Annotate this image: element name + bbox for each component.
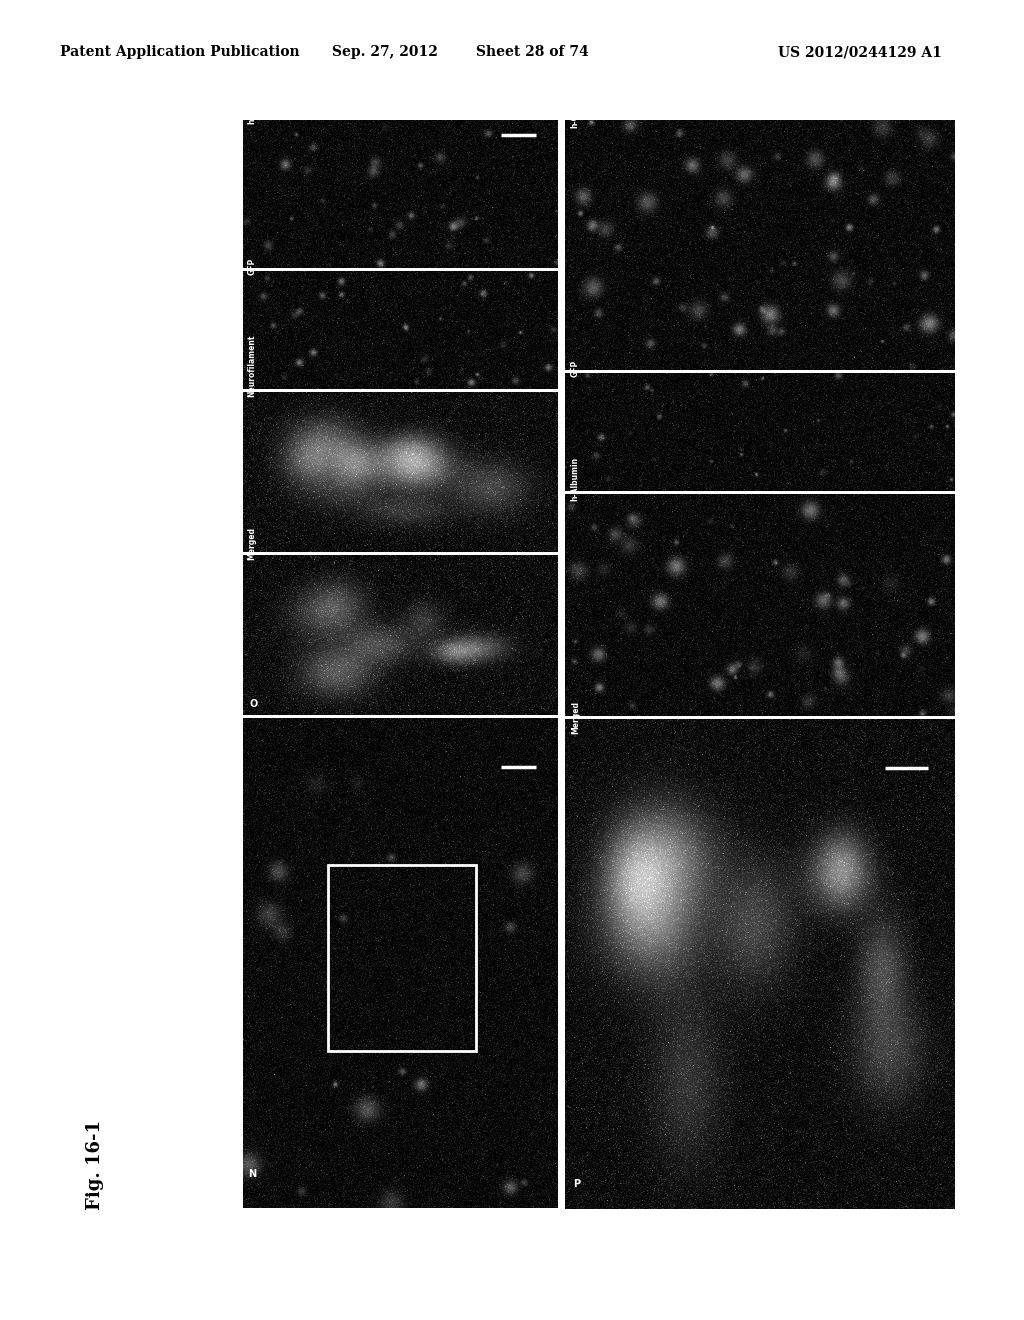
- Text: h-Albumin: h-Albumin: [570, 457, 580, 500]
- Text: Merged: Merged: [570, 701, 580, 734]
- Text: Patent Application Publication: Patent Application Publication: [60, 45, 300, 59]
- Text: Merged: Merged: [248, 527, 257, 560]
- Text: Fig. 16-1: Fig. 16-1: [86, 1119, 104, 1210]
- Text: Sheet 28 of 74: Sheet 28 of 74: [475, 45, 589, 59]
- Text: O: O: [249, 698, 258, 709]
- Bar: [328, 865, 476, 1051]
- Text: Neurofilament: Neurofilament: [248, 334, 257, 397]
- Text: GFP: GFP: [248, 257, 257, 275]
- Text: h-Golgi: h-Golgi: [570, 96, 580, 128]
- Text: Sep. 27, 2012: Sep. 27, 2012: [332, 45, 438, 59]
- Text: h-Golgi: h-Golgi: [248, 94, 257, 124]
- Text: P: P: [572, 1179, 580, 1189]
- Text: N: N: [248, 1168, 256, 1179]
- Text: GFP: GFP: [570, 359, 580, 376]
- Text: US 2012/0244129 A1: US 2012/0244129 A1: [778, 45, 942, 59]
